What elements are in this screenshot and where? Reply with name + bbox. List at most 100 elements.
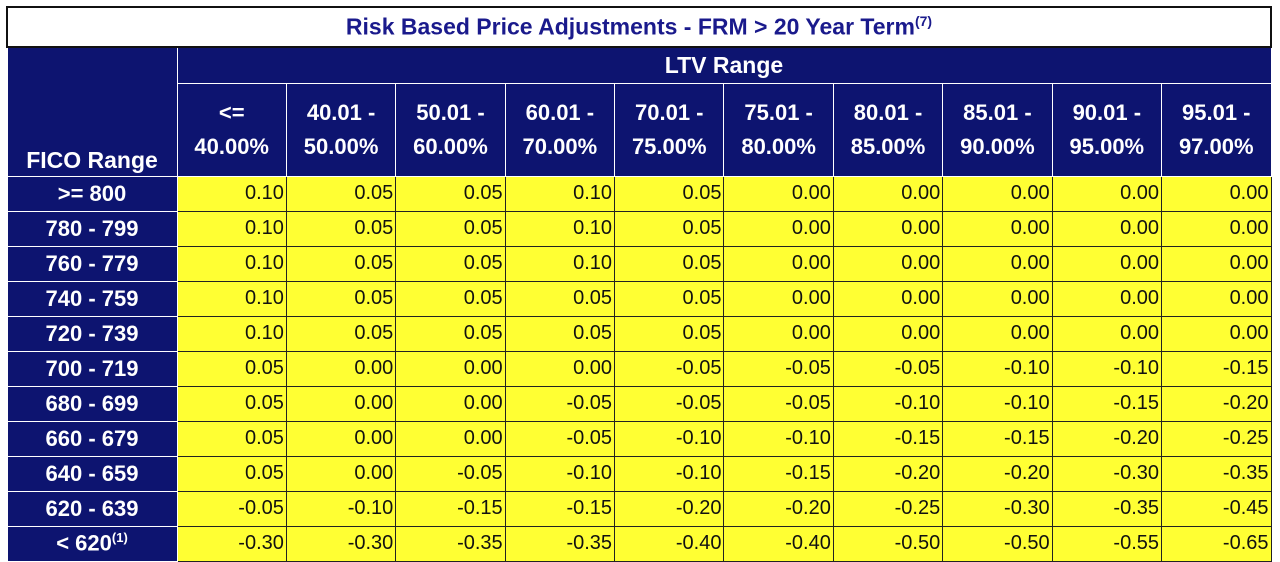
table-row: 720 - 739 0.10 0.05 0.05 0.05 0.05 0.00 0.00 0.0… (6, 315, 1272, 352)
table-row: >= 800 0.10 0.05 0.05 0.10 0.05 0.00 0.00 0.00 0.… (6, 175, 1272, 212)
ltv-column-header-line1: 50.01 - (416, 99, 485, 125)
adjustment-cell: 0.00 (1161, 210, 1272, 247)
adjustment-cell: 0.00 (285, 385, 397, 422)
adjustment-cell: -0.25 (832, 490, 944, 527)
adjustment-cell: -0.20 (1051, 420, 1163, 457)
adjustment-cell: -0.10 (942, 350, 1053, 387)
fico-range-text: 660 - 679 (45, 425, 139, 451)
ltv-column-header-line2: 90.00% (960, 133, 1035, 159)
fico-range-label: 780 - 799 (6, 210, 178, 247)
ltv-column-header-line1: 80.01 - (853, 99, 923, 125)
adjustment-cell: 0.05 (395, 245, 506, 282)
ltv-column-headers: <= 40.00% 40.01 - 50.00% 50.01 - 60.00% 60.01 … (7, 82, 1272, 177)
adjustment-cell: 0.05 (614, 175, 725, 212)
adjustment-cell: -0.20 (942, 455, 1053, 492)
adjustment-cell: -0.30 (942, 490, 1053, 527)
ltv-column-header-line2: 95.00% (1069, 133, 1145, 159)
ltv-column-header-line2: 75.00% (631, 133, 707, 159)
table-row: 680 - 699 0.05 0.00 0.00 -0.05 -0.05 -0.05 -0.1… (6, 385, 1272, 422)
adjustment-cell: 0.05 (614, 210, 725, 247)
adjustment-cell: -0.20 (614, 490, 725, 527)
adjustment-cell: 0.00 (285, 350, 397, 387)
adjustment-cell: -0.15 (723, 455, 834, 492)
fico-range-text: < 620 (56, 530, 112, 556)
adjustment-cell: 0.00 (1051, 245, 1163, 282)
adjustment-cell: 0.00 (723, 210, 834, 247)
ltv-column-header-line1: 90.01 - (1072, 99, 1142, 125)
fico-range-text: 700 - 719 (45, 355, 139, 381)
adjustment-cell: -0.20 (1161, 385, 1272, 422)
fico-range-label: 660 - 679 (6, 420, 178, 457)
adjustment-cell: -0.30 (176, 525, 287, 562)
fico-range-text: 620 - 639 (45, 495, 139, 521)
adjustment-cell: 0.00 (504, 350, 616, 387)
ltv-column-header: 95.01 - 97.00% (1161, 82, 1272, 177)
adjustment-cell: -0.15 (942, 420, 1053, 457)
fico-range-text: 680 - 699 (45, 390, 139, 416)
adjustment-cell: 0.05 (176, 350, 287, 387)
adjustment-cell: -0.35 (1161, 455, 1272, 492)
adjustment-cell: 0.00 (1051, 210, 1163, 247)
adjustment-cell: 0.00 (1161, 245, 1272, 282)
ltv-column-header-line1: 70.01 - (635, 99, 704, 125)
fico-range-label: 620 - 639 (6, 490, 178, 527)
adjustment-cell: -0.15 (1161, 350, 1272, 387)
adjustment-cell: -0.35 (395, 525, 506, 562)
ltv-column-header-line2: 50.00% (303, 133, 379, 159)
adjustment-cell: 0.00 (1161, 175, 1272, 212)
ltv-column-header-line2: 80.00% (741, 133, 816, 159)
adjustment-cell: -0.05 (504, 420, 616, 457)
adjustment-cell: 0.00 (395, 350, 506, 387)
adjustment-cell: 0.00 (285, 455, 397, 492)
adjustment-cell: 0.10 (504, 175, 616, 212)
title-footnote: (7) (914, 13, 933, 30)
adjustment-cell: -0.65 (1161, 525, 1272, 562)
adjustment-cell: 0.10 (504, 245, 616, 282)
adjustment-cell: 0.00 (1051, 175, 1163, 212)
adjustment-cell: 0.00 (723, 175, 834, 212)
adjustment-cell: 0.05 (395, 315, 506, 352)
adjustment-cell: 0.00 (723, 315, 834, 352)
fico-range-text: 640 - 659 (45, 460, 139, 486)
adjustment-cell: -0.20 (832, 455, 944, 492)
ltv-column-header-line2: 85.00% (850, 133, 926, 159)
adjustment-cell: 0.00 (832, 175, 944, 212)
adjustment-cell: 0.05 (285, 315, 397, 352)
adjustment-cell: -0.40 (614, 525, 725, 562)
adjustment-cell: -0.05 (614, 350, 725, 387)
adjustment-cell: -0.15 (395, 490, 506, 527)
adjustment-cell: -0.05 (176, 490, 287, 527)
ltv-column-header-line1: 60.01 - (525, 99, 595, 125)
adjustment-cell: -0.15 (504, 490, 616, 527)
adjustment-cell: 0.05 (395, 210, 506, 247)
ltv-column-header: 75.01 - 80.00% (723, 82, 834, 177)
adjustment-cell: 0.00 (395, 385, 506, 422)
adjustment-cell: 0.05 (285, 175, 397, 212)
fico-range-text: 760 - 779 (45, 250, 139, 276)
adjustment-cell: -0.05 (614, 385, 725, 422)
adjustment-cell: -0.10 (723, 420, 834, 457)
ltv-column-header-line2: 70.00% (522, 133, 598, 159)
ltv-column-header-line1: <= (218, 99, 245, 125)
fico-range-label: 740 - 759 (6, 280, 178, 317)
fico-range-text: 740 - 759 (45, 285, 139, 311)
ltv-column-header: 85.01 - 90.00% (942, 82, 1053, 177)
ltv-header-row: FICO Range LTV Range (6, 46, 1272, 177)
ltv-column-header-line2: 60.00% (413, 133, 488, 159)
adjustment-cell: -0.05 (395, 455, 506, 492)
adjustment-cell: 0.00 (942, 315, 1053, 352)
table-row: 700 - 719 0.05 0.00 0.00 0.00 -0.05 -0.05 -0.05… (6, 350, 1272, 387)
adjustment-cell: 0.05 (285, 210, 397, 247)
table-row: 640 - 659 0.05 0.00 -0.05 -0.10 -0.10 -0.15 -0.… (6, 455, 1272, 492)
adjustment-cell: -0.10 (504, 455, 616, 492)
ltv-column-header: 80.01 - 85.00% (832, 82, 944, 177)
adjustment-cell: 0.05 (285, 245, 397, 282)
table-row: 660 - 679 0.05 0.00 0.00 -0.05 -0.10 -0.10 -0.1… (6, 420, 1272, 457)
ltv-column-header: 40.01 - 50.00% (285, 82, 397, 177)
adjustment-cell: -0.35 (1051, 490, 1163, 527)
adjustment-cell: -0.50 (942, 525, 1053, 562)
adjustment-cell: 0.05 (176, 420, 287, 457)
adjustment-cell: -0.05 (504, 385, 616, 422)
adjustment-cell: 0.00 (942, 280, 1053, 317)
price-adjustment-table: Risk Based Price Adjustments - FRM > 20 … (6, 6, 1272, 562)
